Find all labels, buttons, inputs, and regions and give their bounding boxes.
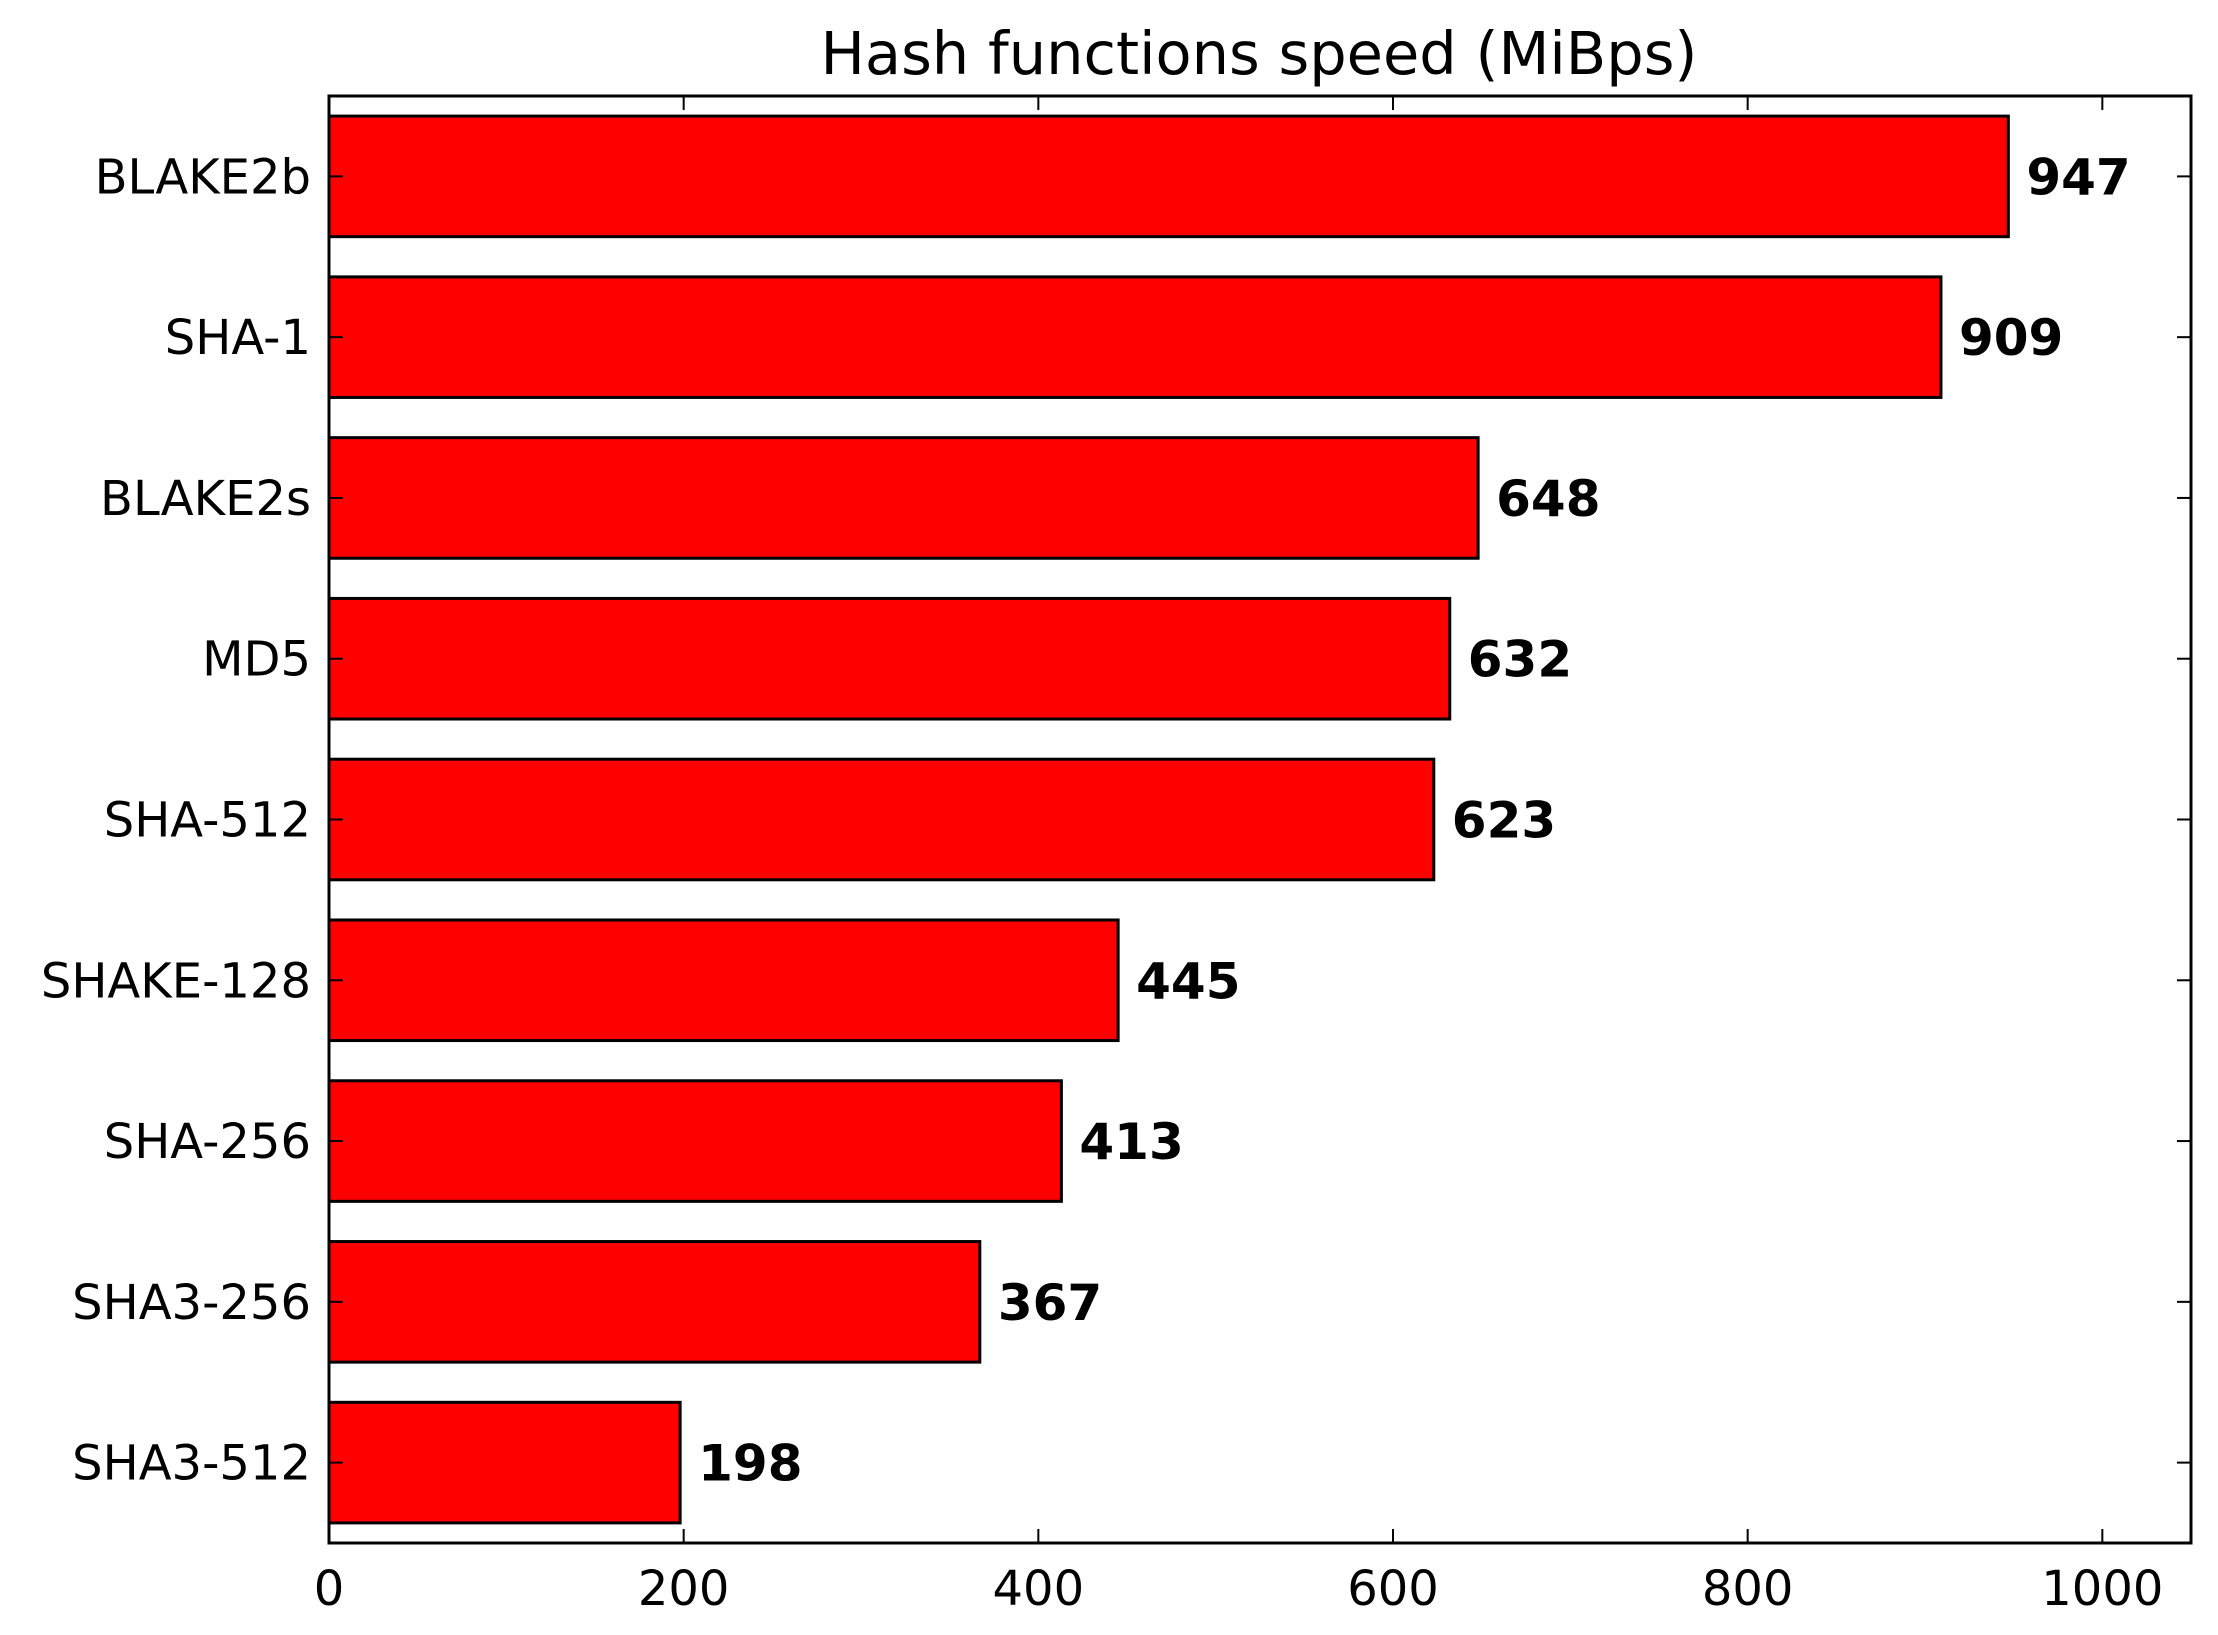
value-label-md5: 632 [1468,631,1572,689]
category-label-sha3-512: SHA3-512 [72,1436,311,1492]
x-tick-label-0: 0 [314,1561,345,1617]
category-label-md5: MD5 [202,632,311,688]
value-label-sha-512: 623 [1452,792,1556,850]
category-label-sha-512: SHA-512 [104,793,311,849]
bar-sha-512 [327,757,1436,882]
x-tick-label-600: 600 [1347,1561,1439,1617]
category-label-sha3-256: SHA3-256 [72,1275,311,1331]
value-label-sha3-256: 367 [998,1274,1102,1332]
bar-sha-1 [327,275,1943,399]
value-label-sha3-512: 198 [698,1435,802,1493]
bar-blake2b [327,114,2010,239]
value-label-sha-1: 909 [1959,309,2063,367]
ticks-layer [328,96,2191,1543]
category-label-sha-1: SHA-1 [165,310,311,366]
chart-title: Hash functions speed (MiBps) [821,19,1698,88]
bar-sha3-512 [327,1400,682,1525]
plot-area-frame [327,94,2193,1545]
category-label-shake-128: SHAKE-128 [41,953,311,1009]
bar-sha-256 [327,1079,1063,1203]
x-tick-label-200: 200 [638,1561,730,1617]
category-label-sha-256: SHA-256 [104,1114,311,1170]
x-tick-label-1000: 1000 [2041,1561,2163,1617]
bar-md5 [327,596,1452,721]
value-label-sha-256: 413 [1079,1113,1183,1171]
value-label-shake-128: 445 [1136,952,1240,1010]
bar-sha3-256 [327,1240,982,1364]
bar-blake2s [327,436,1480,560]
value-label-blake2b: 947 [2026,148,2130,206]
category-label-blake2b: BLAKE2b [95,149,311,205]
x-tick-label-800: 800 [1702,1561,1794,1617]
labels-layer: BLAKE2b 947 SHA-1 909 BLAKE2s 648 MD5 632 SHA-51… [41,148,2164,1617]
value-label-blake2s: 648 [1496,470,1600,528]
x-tick-label-400: 400 [993,1561,1085,1617]
category-label-blake2s: BLAKE2s [100,471,311,527]
bar-shake-128 [327,918,1120,1043]
bars-layer [327,114,2010,1525]
